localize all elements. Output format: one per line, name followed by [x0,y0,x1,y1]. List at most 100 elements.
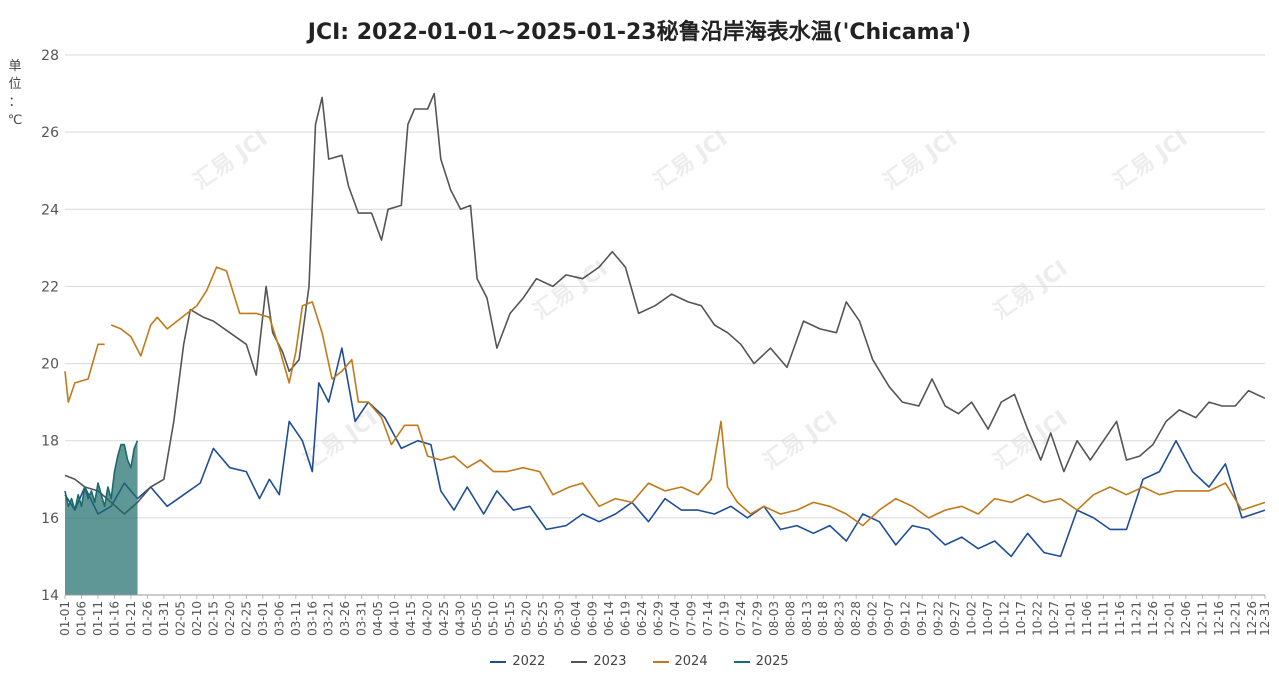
x-tick-label: 02-05 [173,601,187,636]
series-2024-line [64,343,105,403]
legend-item-2025[interactable]: 2025 [733,654,789,669]
x-tick-label: 10-27 [1047,601,1061,636]
x-tick-label: 07-04 [668,601,682,636]
x-tick-label: 03-26 [338,601,352,636]
x-tick-label: 03-11 [289,601,303,636]
x-tick-label: 05-25 [536,601,550,636]
x-tick-label: 05-30 [553,601,567,636]
x-tick-label: 06-19 [618,601,632,636]
x-tick-label: 07-29 [750,601,764,636]
y-axis-unit-label: 单位： ℃ [7,59,23,128]
x-tick-label: 09-17 [915,601,929,636]
watermark-text: 汇易 JCI [879,126,962,195]
x-tick-label: 09-12 [899,601,913,636]
x-tick-label: 04-05 [371,601,385,636]
x-tick-label: 12-21 [1228,601,1242,636]
x-tick-label: 12-01 [1162,601,1176,636]
legend: 2022 2023 2024 2025 [0,654,1279,669]
legend-label: 2023 [593,654,627,669]
x-tick-label: 06-14 [602,601,616,636]
x-tick-label: 05-15 [503,601,517,636]
x-tick-label: 08-13 [800,601,814,636]
x-tick-label: 01-21 [124,601,138,636]
x-tick-label: 12-31 [1258,601,1272,636]
x-tick-label: 03-31 [355,601,369,636]
x-tick-label: 05-20 [520,601,534,636]
y-tick-label: 20 [41,357,59,373]
legend-label: 2024 [674,654,708,669]
x-tick-label: 02-15 [206,601,220,636]
x-tick-label: 03-16 [305,601,319,636]
x-tick-label: 08-23 [833,601,847,636]
x-tick-label: 05-05 [470,601,484,636]
x-tick-label: 06-04 [569,601,583,636]
x-tick-label: 12-16 [1212,601,1226,636]
x-tick-label: 06-24 [635,601,649,636]
x-tick-label: 12-06 [1179,601,1193,636]
chart-title: JCI: 2022-01-01~2025-01-23秘鲁沿岸海表水温('Chic… [307,20,972,45]
legend-label: 2025 [755,654,789,669]
series-2023-line [64,92,1266,515]
x-tick-label: 10-12 [998,601,1012,636]
watermark-text: 汇易 JCI [189,126,272,195]
x-tick-label: 01-01 [58,601,72,636]
x-tick-label: 11-01 [1063,601,1077,636]
x-tick-label: 04-10 [388,601,402,636]
legend-swatch [571,660,588,663]
x-tick-label: 01-06 [74,601,88,636]
x-tick-label: 10-07 [981,601,995,636]
legend-swatch [733,660,750,663]
x-tick-label: 02-20 [223,601,237,636]
x-tick-label: 08-28 [849,601,863,636]
x-tick-label: 03-06 [272,601,286,636]
x-tick-label: 09-27 [948,601,962,636]
legend-swatch [652,660,669,663]
y-tick-label: 16 [41,511,59,527]
x-tick-label: 12-26 [1245,601,1259,636]
x-tick-label: 04-30 [454,601,468,636]
legend-label: 2022 [512,654,546,669]
legend-item-2024[interactable]: 2024 [652,654,708,669]
x-tick-label: 01-31 [157,601,171,636]
x-tick-label: 02-25 [239,601,253,636]
series-2022-line [64,347,1266,558]
x-tick-label: 03-21 [322,601,336,636]
x-tick-label: 07-14 [701,601,715,636]
x-tick-label: 01-26 [140,601,154,636]
x-tick-label: 11-26 [1146,601,1160,636]
x-tick-label: 09-07 [882,601,896,636]
legend-item-2023[interactable]: 2023 [571,654,627,669]
x-tick-label: 06-29 [651,601,665,636]
x-tick-label: 06-09 [585,601,599,636]
watermark-text: 汇易 JCI [989,256,1072,325]
y-tick-label: 14 [41,588,59,604]
x-tick-label: 08-03 [767,601,781,636]
x-tick-label: 12-11 [1195,601,1209,636]
x-tick-label: 11-11 [1096,601,1110,636]
x-tick-label: 04-15 [404,601,418,636]
x-tick-label: 07-19 [717,601,731,636]
x-tick-label: 04-20 [421,601,435,636]
y-tick-label: 24 [41,202,59,218]
y-tick-label: 18 [41,434,59,450]
series-2025-line [64,440,139,511]
legend-item-2022[interactable]: 2022 [490,654,545,669]
y-tick-label: 26 [41,125,59,141]
y-tick-label: 28 [41,48,59,64]
x-tick-label: 11-16 [1113,601,1127,636]
series-2024-line [110,266,1266,527]
x-tick-label: 09-02 [866,601,880,636]
series-2025-area [65,440,138,595]
watermark-text: 汇易 JCI [1109,126,1192,195]
x-tick-label: 07-24 [734,601,748,636]
x-tick-label: 02-10 [190,601,204,636]
x-tick-label: 11-06 [1080,601,1094,636]
x-tick-label: 11-21 [1129,601,1143,636]
x-tick-label: 09-22 [932,601,946,636]
x-tick-label: 10-22 [1031,601,1045,636]
y-tick-label: 22 [41,279,59,295]
x-tick-label: 10-17 [1014,601,1028,636]
legend-swatch [490,660,507,663]
x-tick-label: 07-09 [684,601,698,636]
x-tick-label: 05-10 [487,601,501,636]
